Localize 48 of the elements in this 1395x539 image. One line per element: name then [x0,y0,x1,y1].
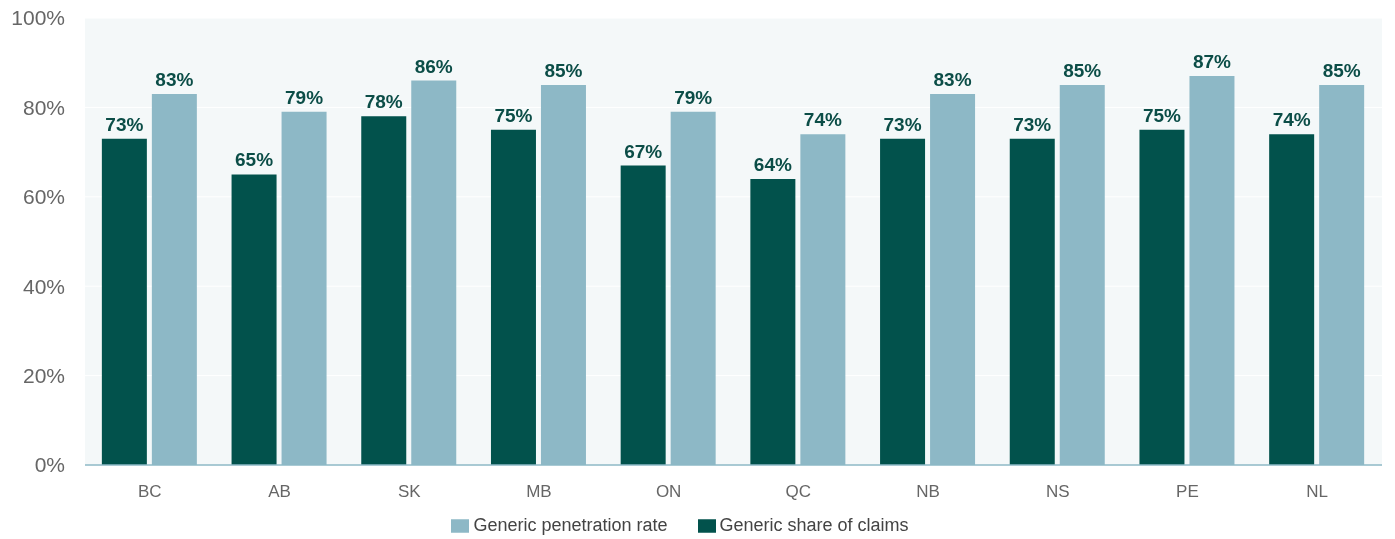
bar [231,174,277,465]
y-tick-label: 40% [22,274,65,298]
x-tick-label: SK [397,482,422,502]
x-tick-label: ON [655,482,682,502]
data-label: 86% [414,55,453,77]
y-tick-label: 100% [11,6,65,30]
bar [880,138,926,465]
legend-label: Generic penetration rate [473,515,668,535]
x-tick-label: AB [268,482,291,502]
x-tick-label: NB [916,482,940,502]
data-label: 85% [544,60,583,82]
data-label: 74% [1272,109,1311,131]
y-tick-label: 20% [22,364,65,388]
data-label: 64% [753,153,792,175]
data-label: 75% [494,104,533,126]
bar [1009,138,1055,465]
bar [101,138,147,465]
data-label: 85% [1322,60,1361,82]
data-label: 65% [235,149,274,171]
data-label: 83% [933,68,972,90]
data-label: 67% [624,140,663,162]
x-tick-label: MB [526,482,552,502]
y-tick-label: 80% [22,95,65,119]
y-tick-label: 0% [34,453,65,477]
data-label: 78% [364,91,403,113]
data-label: 75% [1142,104,1182,126]
data-label: 79% [674,86,713,108]
x-tick-label: BC [138,482,162,502]
data-label: 85% [1063,60,1102,82]
bar [1269,134,1315,465]
bar [750,178,796,465]
data-label: 74% [803,109,842,131]
bar [361,116,407,465]
data-label: 73% [883,113,922,135]
bar [490,129,536,465]
data-label: 73% [1013,113,1052,135]
data-label: 87% [1192,51,1232,73]
bar [1139,129,1185,465]
data-label: 73% [105,113,144,135]
data-label: 79% [285,86,324,108]
x-tick-label: QC [785,482,812,502]
data-label: 83% [155,68,194,90]
x-tick-label: NL [1306,482,1329,502]
x-tick-label: NS [1045,482,1070,502]
bar [620,165,666,465]
x-tick-label: PE [1176,482,1199,502]
y-tick-label: 60% [22,185,65,209]
legend-label: Generic share of claims [719,515,909,535]
